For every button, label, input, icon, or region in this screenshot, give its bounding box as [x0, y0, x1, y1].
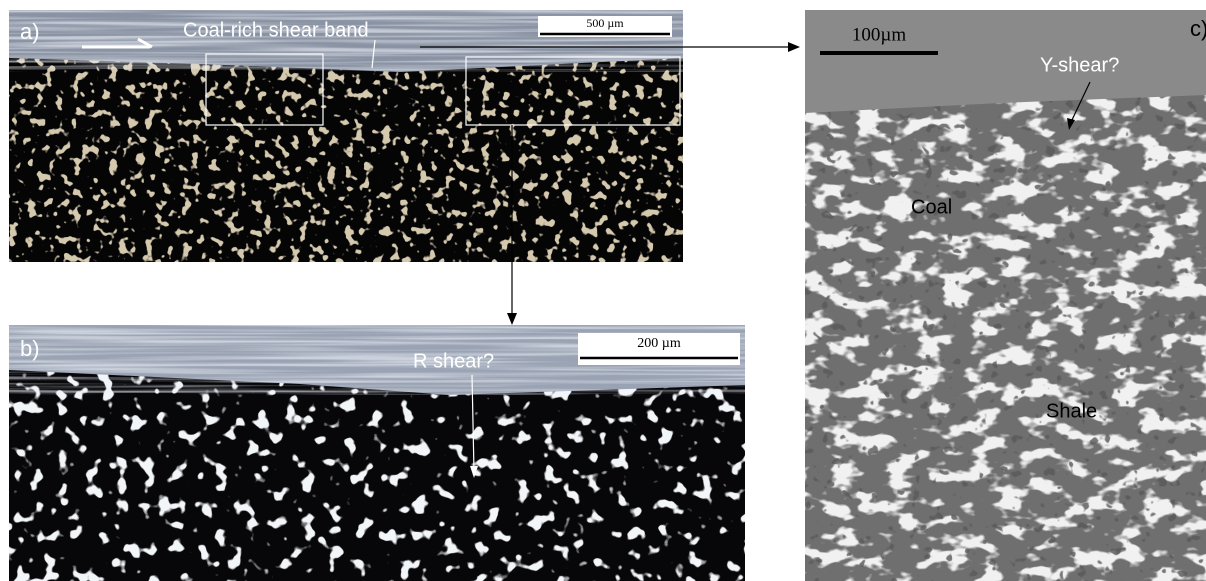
- scale-bar-label: 500 µm: [586, 16, 624, 30]
- panel-label: a): [20, 19, 40, 44]
- annotation: Coal-rich shear band: [183, 19, 369, 41]
- annotation: R shear?: [413, 350, 494, 372]
- panel-a: 500 µm a) Coal-rich shear band: [9, 10, 683, 262]
- annotation: Y-shear?: [1040, 54, 1119, 76]
- annotation: Coal: [911, 196, 952, 218]
- link-arrow-head: [788, 42, 800, 52]
- scale-bar-label: 100µm: [852, 24, 906, 45]
- panel-b: 200 µm b) R shear?: [9, 325, 745, 581]
- scale-bar-label: 200 µm: [637, 336, 681, 351]
- link-arrow-head: [507, 313, 517, 325]
- annotation: Shale: [1046, 400, 1097, 422]
- figure: 500 µm a) Coal-rich shear band 200 µm b)…: [0, 0, 1206, 581]
- panel-c: 100µm c) Y-shear? Coal Shale: [805, 10, 1206, 581]
- scale-bar: [820, 51, 938, 55]
- panel-label: b): [20, 336, 40, 361]
- panel-label: c): [1190, 16, 1206, 41]
